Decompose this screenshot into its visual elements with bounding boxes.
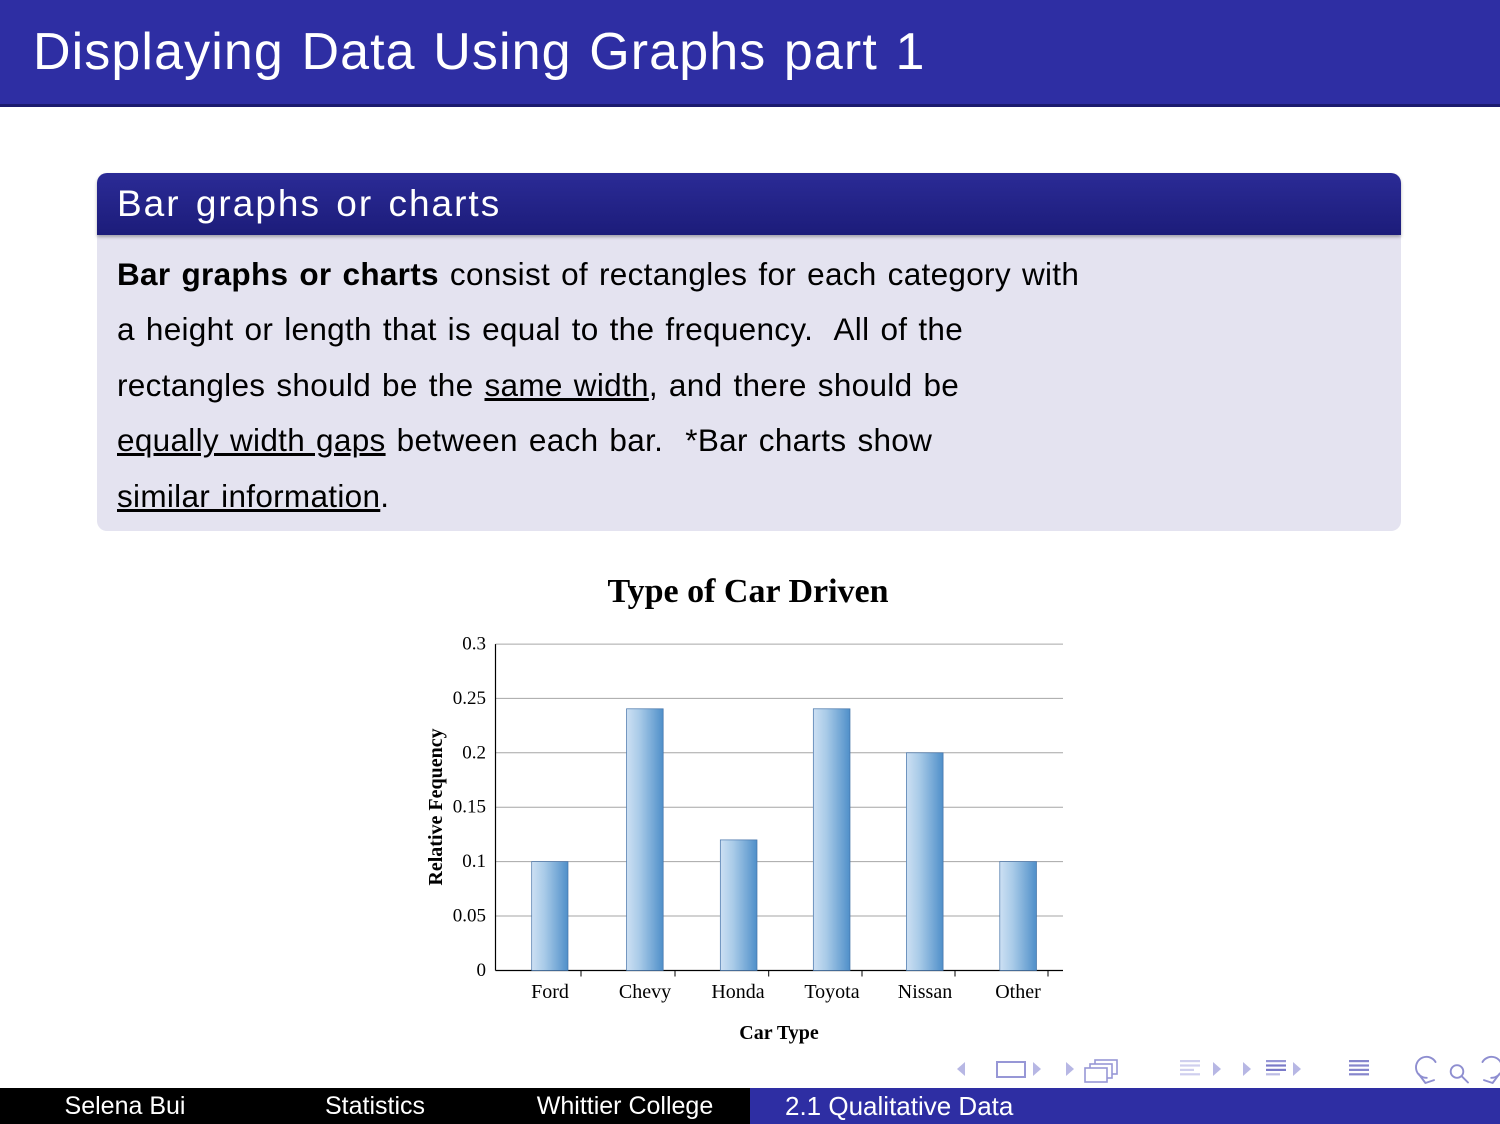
svg-text:0.25: 0.25 [453, 688, 486, 709]
svg-text:0.05: 0.05 [453, 906, 486, 927]
svg-text:Type of Car Driven: Type of Car Driven [607, 573, 888, 610]
svg-text:Honda: Honda [711, 981, 764, 1003]
svg-text:0.15: 0.15 [453, 797, 486, 818]
svg-text:Relative Fequency: Relative Fequency [425, 728, 447, 885]
svg-text:Car Type: Car Type [739, 1022, 819, 1044]
svg-text:Other: Other [995, 981, 1041, 1003]
svg-text:0: 0 [477, 960, 487, 981]
svg-text:0.3: 0.3 [462, 634, 486, 655]
svg-text:Nissan: Nissan [898, 981, 952, 1003]
svg-text:Toyota: Toyota [804, 981, 859, 1003]
svg-text:Chevy: Chevy [619, 981, 671, 1003]
svg-text:0.2: 0.2 [462, 742, 486, 763]
svg-text:0.1: 0.1 [462, 851, 486, 872]
svg-text:Ford: Ford [531, 981, 569, 1003]
